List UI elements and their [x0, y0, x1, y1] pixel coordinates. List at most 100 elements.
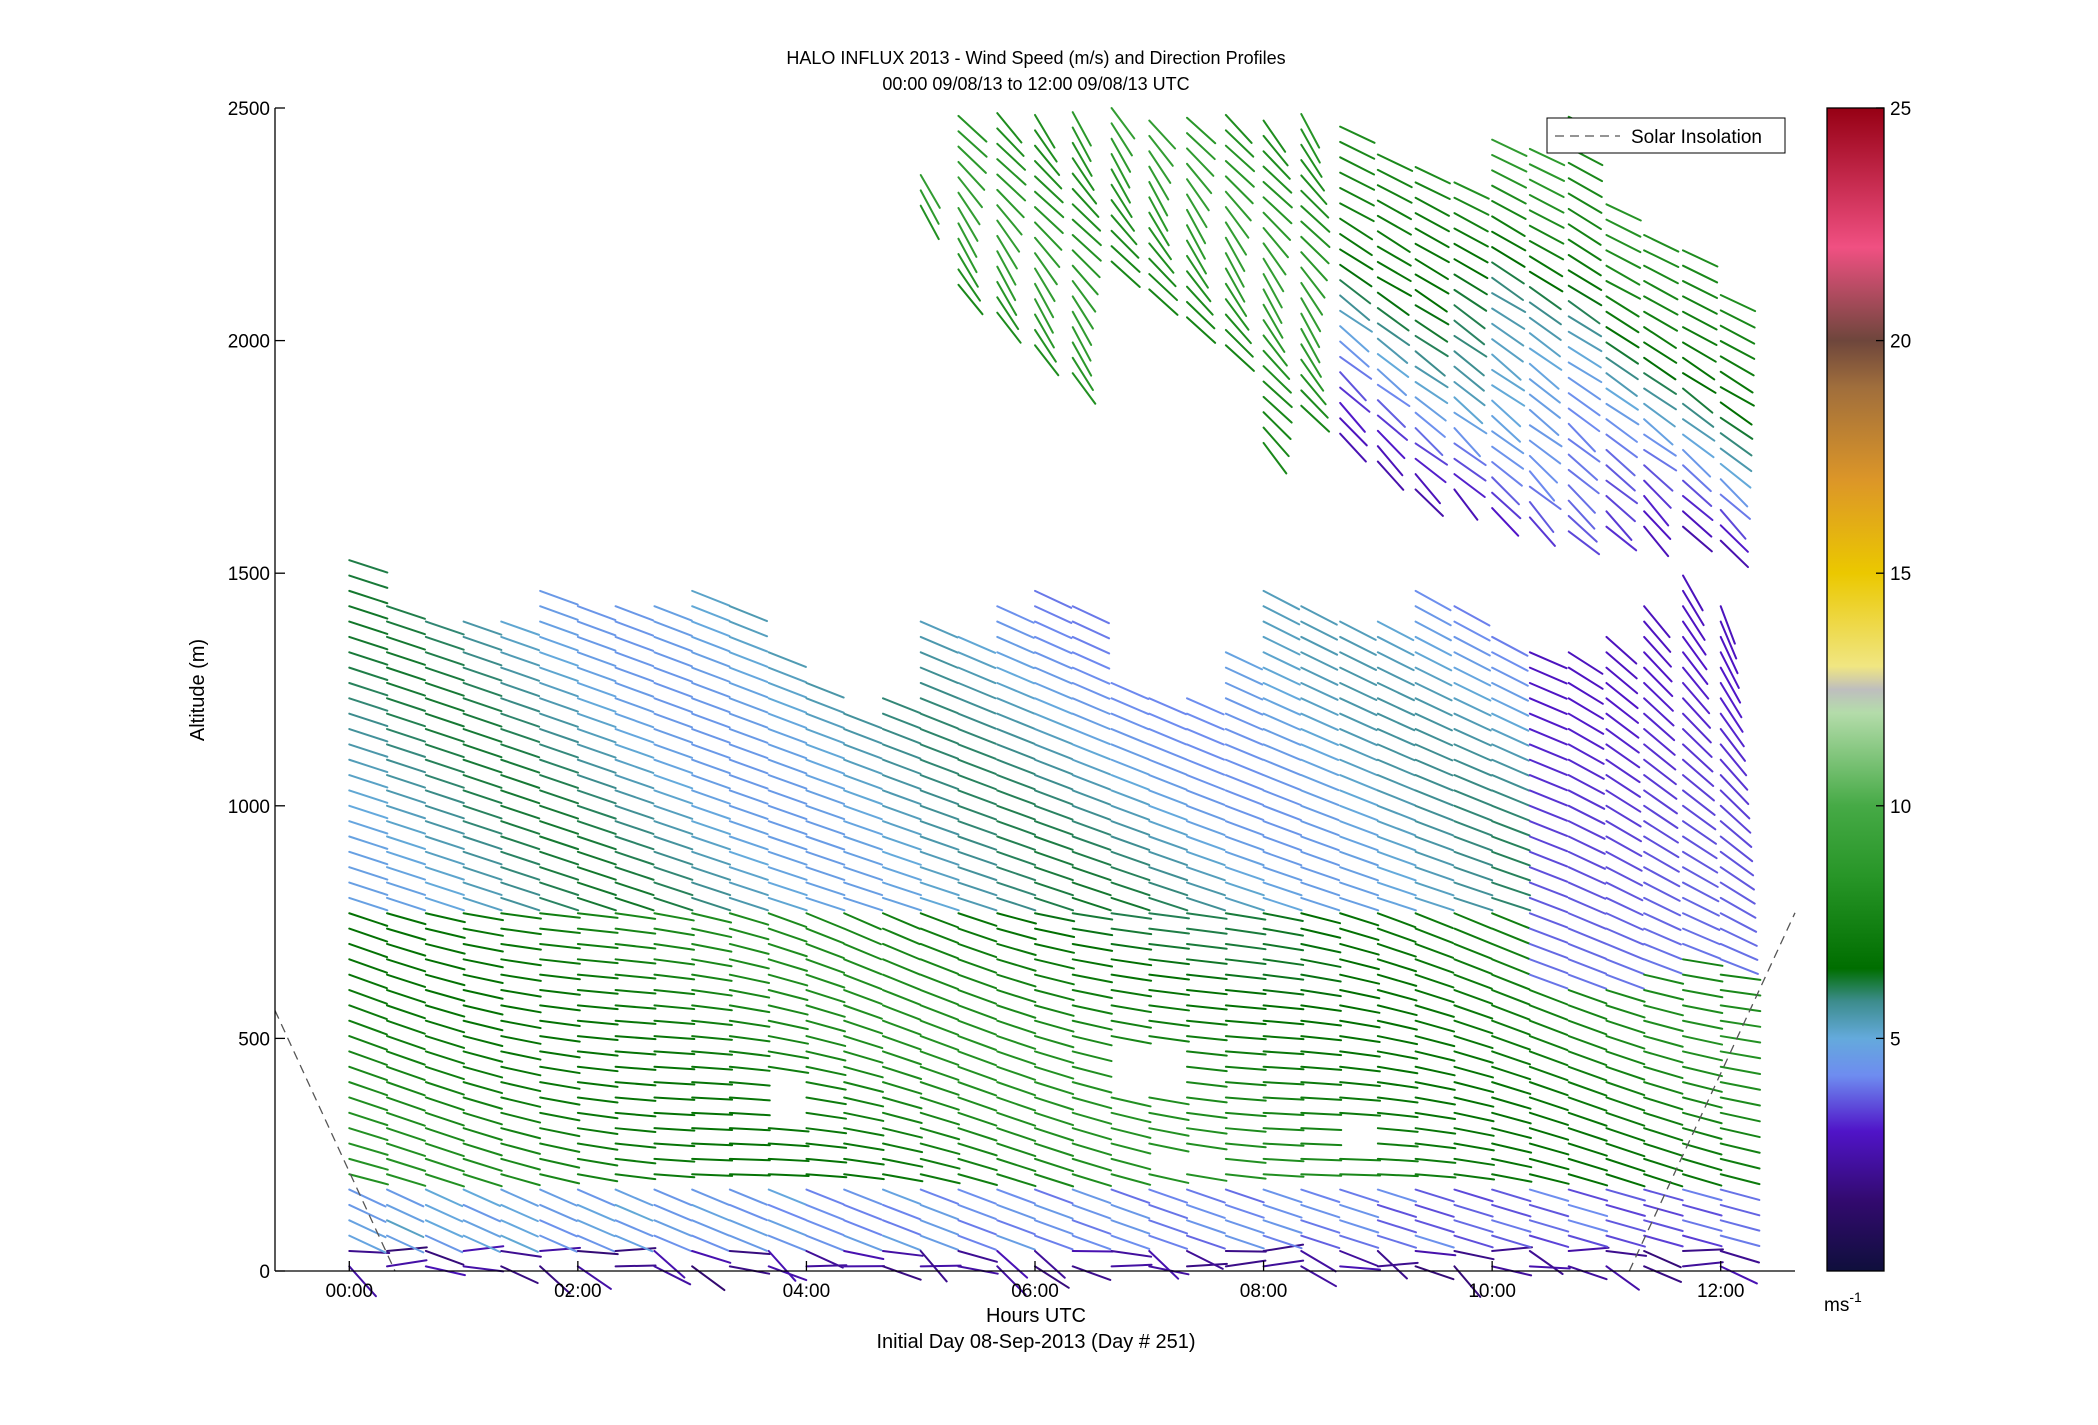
wind-barb [1262, 1004, 1305, 1011]
wind-barb [1300, 251, 1328, 282]
wind-barb [500, 1050, 542, 1061]
wind-barb [653, 712, 694, 729]
wind-barb [1414, 789, 1454, 807]
wind-barb [1300, 327, 1321, 364]
wind-barb [653, 820, 694, 836]
wind-barb [728, 743, 769, 760]
wind-barb [1071, 372, 1097, 405]
wind-barb [1643, 1265, 1682, 1283]
wind-barb [1528, 1203, 1570, 1218]
wind-barb [1148, 1111, 1190, 1122]
wind-barb [1376, 153, 1414, 172]
wind-barb [1376, 1111, 1419, 1119]
wind-barb [1148, 789, 1188, 806]
wind-barb [1605, 233, 1642, 254]
wind-barb [386, 958, 427, 973]
wind-barb [1224, 973, 1267, 980]
wind-barb [1453, 457, 1487, 482]
wind-barb [424, 697, 465, 713]
wind-barb [1376, 620, 1415, 642]
wind-barb [1643, 712, 1676, 742]
wind-barb [576, 1249, 619, 1256]
wind-barb [1071, 1234, 1112, 1251]
wind-barb [1719, 340, 1756, 360]
wind-barb [805, 820, 846, 836]
wind-barb [1186, 896, 1227, 912]
wind-barb [996, 1127, 1037, 1142]
wind-barb [919, 1065, 960, 1081]
wind-barb [996, 620, 1035, 639]
wind-barb [1719, 324, 1756, 345]
wind-barb [1491, 1081, 1532, 1095]
wind-barb [957, 989, 998, 1005]
wind-barb [1453, 334, 1488, 358]
wind-barb [1528, 973, 1569, 990]
wind-barb [996, 651, 1036, 670]
wind-barb [500, 666, 541, 682]
wind-barb [1643, 280, 1679, 301]
wind-barb [614, 1234, 654, 1253]
wind-barb [1339, 989, 1381, 1000]
wind-barb [1262, 134, 1289, 167]
wind-barb [1110, 1173, 1152, 1186]
wind-barb [1262, 180, 1293, 209]
wind-barb [1262, 881, 1303, 897]
wind-barb [691, 1188, 731, 1206]
wind-barb [1300, 774, 1340, 792]
wind-barb [1224, 927, 1267, 936]
wind-barb [1376, 199, 1413, 221]
wind-barb [957, 1265, 999, 1275]
wind-barb [1071, 666, 1111, 685]
wind-barb [614, 1081, 657, 1087]
colorbar-tick-label: 10 [1890, 797, 1911, 818]
wind-barb [1224, 1219, 1265, 1235]
wind-barb [957, 866, 998, 881]
wind-barb [386, 789, 427, 804]
wind-barb [1453, 304, 1486, 330]
wind-barb [1453, 774, 1493, 792]
wind-barb [1300, 712, 1339, 731]
wind-barb [1186, 147, 1215, 177]
wind-barb [882, 896, 923, 912]
wind-barb [1148, 697, 1187, 716]
wind-barb [1300, 189, 1330, 219]
wind-barb [1224, 144, 1256, 173]
wind-barb [1034, 206, 1064, 235]
wind-barb [1567, 1265, 1608, 1281]
wind-barb [462, 1219, 502, 1238]
wind-barb [1528, 454, 1559, 484]
wind-barb [1300, 128, 1321, 164]
wind-barb [386, 973, 427, 988]
wind-barb [576, 927, 619, 934]
wind-barb [386, 635, 426, 651]
x-tick-label: 12:00 [1697, 1281, 1745, 1302]
wind-barb [1224, 666, 1264, 686]
wind-barb [1414, 411, 1446, 438]
wind-barb [1339, 417, 1368, 447]
wind-barb [462, 1142, 503, 1157]
wind-barb [1148, 728, 1188, 746]
wind-barb [1034, 620, 1073, 640]
wind-barb [462, 912, 504, 922]
wind-barb [500, 789, 541, 805]
wind-barb [1453, 319, 1486, 346]
wind-barb [539, 1173, 581, 1185]
wind-barb [1376, 1173, 1419, 1178]
wind-barb [1034, 1111, 1075, 1127]
wind-barb [1262, 1142, 1305, 1147]
wind-barb [1186, 820, 1226, 836]
wind-barb [614, 728, 655, 744]
wind-barb [500, 896, 541, 912]
wind-barb [1339, 1111, 1382, 1117]
wind-barb [1719, 1173, 1761, 1186]
wind-barb [957, 1050, 998, 1067]
wind-barb [996, 158, 1027, 186]
wind-barb [1414, 605, 1452, 627]
wind-barb [1719, 524, 1749, 553]
wind-barb [1605, 1234, 1646, 1248]
wind-barb [1491, 1065, 1532, 1081]
wind-barb [996, 1173, 1037, 1188]
wind-barb [996, 1004, 1037, 1019]
wind-barb [1224, 651, 1264, 671]
wind-barb [1414, 258, 1449, 281]
